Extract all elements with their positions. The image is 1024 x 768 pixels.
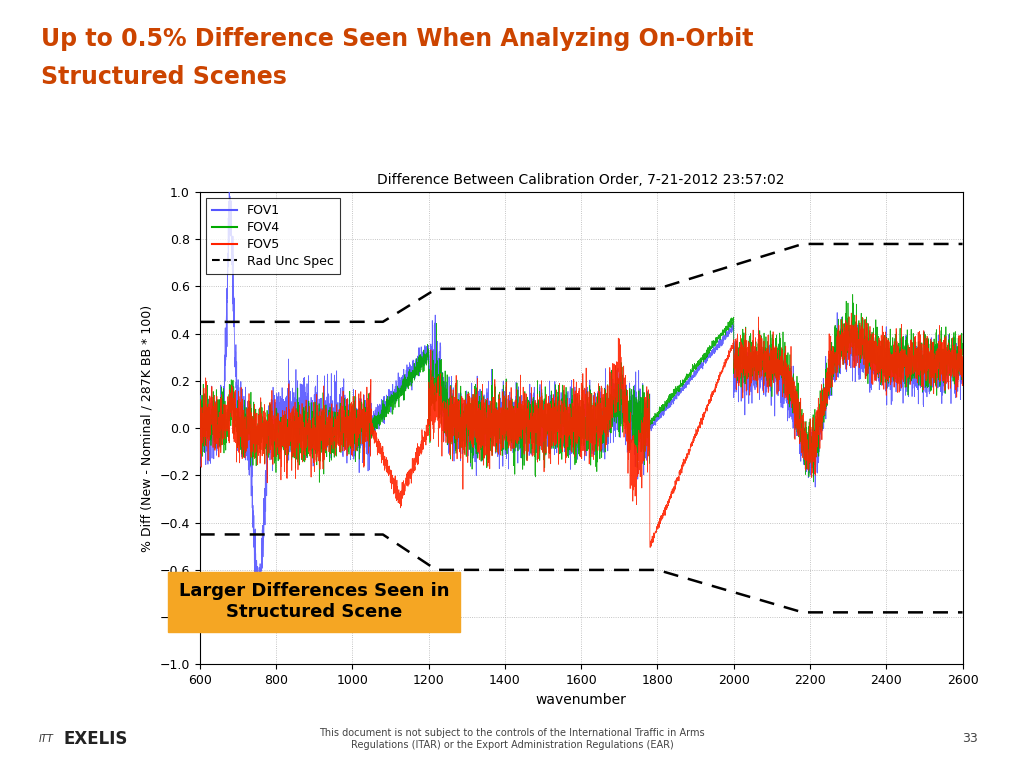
Text: Up to 0.5% Difference Seen When Analyzing On-Orbit: Up to 0.5% Difference Seen When Analyzin… xyxy=(41,27,754,51)
Text: ITT: ITT xyxy=(39,733,54,744)
X-axis label: wavenumber: wavenumber xyxy=(536,693,627,707)
Text: Larger Differences Seen in
Structured Scene: Larger Differences Seen in Structured Sc… xyxy=(179,582,450,621)
Text: 33: 33 xyxy=(963,733,978,745)
Title: Difference Between Calibration Order, 7-21-2012 23:57:02: Difference Between Calibration Order, 7-… xyxy=(378,173,784,187)
Y-axis label: % Diff (New - Nominal / 287K BB * 100): % Diff (New - Nominal / 287K BB * 100) xyxy=(141,305,154,551)
Text: EXELIS: EXELIS xyxy=(63,730,128,748)
Text: Structured Scenes: Structured Scenes xyxy=(41,65,287,89)
Text: This document is not subject to the controls of the International Traffic in Arm: This document is not subject to the cont… xyxy=(319,728,705,750)
Legend: FOV1, FOV4, FOV5, Rad Unc Spec: FOV1, FOV4, FOV5, Rad Unc Spec xyxy=(206,198,340,274)
